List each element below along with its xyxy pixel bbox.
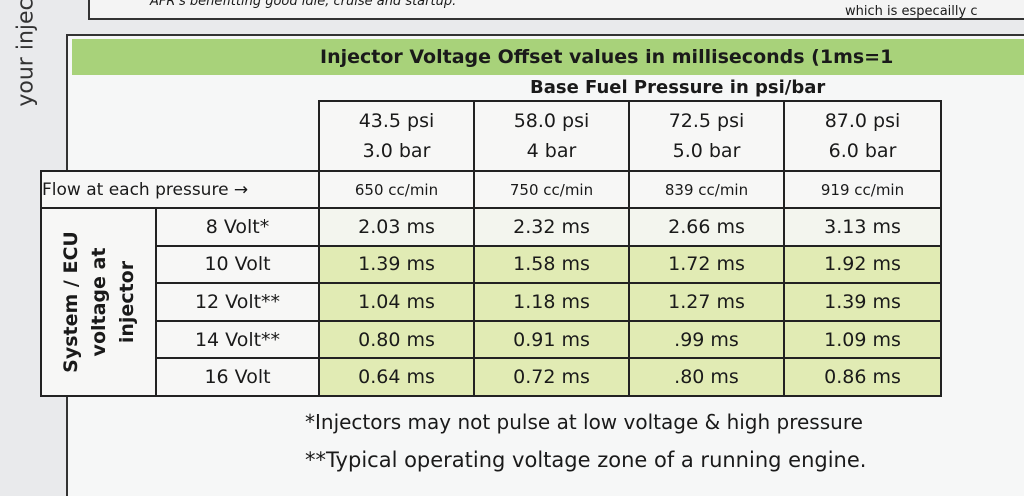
row-label: 12 Volt**: [155, 282, 320, 322]
top-box: [88, 0, 1024, 20]
column-header-text: 3.0 bar: [362, 140, 431, 162]
value-cell: 1.92 ms: [783, 244, 942, 285]
flow-cell-text: 919 cc/min: [820, 180, 905, 199]
top-note-left: AFR's benefitting good idle, cruise and …: [150, 0, 457, 9]
value-cell: 2.32 ms: [473, 207, 630, 247]
value-cell-text: 1.39 ms: [824, 290, 901, 313]
page: AFR's benefitting good idle, cruise and …: [13, 0, 1024, 496]
value-cell-text: 1.92 ms: [824, 253, 901, 276]
column-header: 72.5 psi 5.0 bar: [628, 100, 785, 172]
value-cell: 1.09 ms: [783, 319, 942, 360]
value-cell-text: 1.04 ms: [358, 290, 435, 313]
column-header-text: 5.0 bar: [672, 140, 741, 162]
top-note-right: which is especailly c: [845, 4, 978, 19]
value-cell-text: 2.32 ms: [513, 215, 590, 238]
value-cell-text: 1.39 ms: [358, 253, 435, 276]
row-label-text: 14 Volt**: [194, 328, 281, 351]
flow-cell-text: 650 cc/min: [354, 180, 439, 199]
value-cell: 3.13 ms: [783, 207, 942, 247]
row-label-text: 8 Volt*: [205, 215, 270, 238]
row-label: 10 Volt: [155, 244, 320, 285]
value-cell-text: 3.13 ms: [824, 215, 901, 238]
value-cell-text: 0.86 ms: [824, 366, 901, 389]
row-label: 8 Volt*: [155, 207, 320, 247]
column-header-text: 58.0 psi: [513, 110, 590, 132]
value-cell: 1.27 ms: [628, 282, 785, 322]
value-cell: 1.18 ms: [473, 282, 630, 322]
row-group-line: injector: [115, 260, 138, 344]
row-group-line: System / ECU: [59, 231, 82, 373]
row-group: System / ECU voltage at injector: [40, 207, 157, 397]
value-cell: 1.04 ms: [318, 282, 475, 322]
column-header-text: 87.0 psi: [824, 110, 901, 132]
column-header-text: 4 bar: [526, 140, 577, 162]
value-cell: 0.91 ms: [473, 319, 630, 360]
row-label: 14 Volt**: [155, 319, 320, 360]
header-band: [72, 39, 1024, 75]
row-label-text: 12 Volt**: [194, 290, 281, 313]
flow-cell: 919 cc/min: [783, 170, 942, 209]
value-cell: 2.66 ms: [628, 207, 785, 247]
value-cell: 1.72 ms: [628, 244, 785, 285]
column-header-text: 6.0 bar: [828, 140, 897, 162]
value-cell-text: 1.09 ms: [824, 328, 901, 351]
side-text: your injec: [13, 0, 39, 107]
value-cell: 1.39 ms: [783, 282, 942, 322]
subtitle: Base Fuel Pressure in psi/bar: [530, 77, 826, 98]
flow-label-text: Flow at each pressure →: [42, 179, 249, 200]
value-cell: 0.80 ms: [318, 319, 475, 360]
row-label-text: 16 Volt: [204, 366, 271, 389]
value-cell: 1.39 ms: [318, 244, 475, 285]
flow-cell-text: 750 cc/min: [509, 180, 594, 199]
note: **Typical operating voltage zone of a ru…: [305, 448, 867, 472]
value-cell-text: .80 ms: [674, 366, 739, 389]
value-cell-text: 1.72 ms: [668, 253, 745, 276]
flow-label: Flow at each pressure →: [40, 170, 320, 209]
column-header: 87.0 psi 6.0 bar: [783, 100, 942, 172]
row-group-line: voltage at: [87, 247, 110, 357]
value-cell-text: 2.66 ms: [668, 215, 745, 238]
value-cell-text: 1.27 ms: [668, 290, 745, 313]
column-header: 58.0 psi 4 bar: [473, 100, 630, 172]
value-cell: .80 ms: [628, 357, 785, 397]
value-cell-text: 1.58 ms: [513, 253, 590, 276]
column-header-text: 72.5 psi: [668, 110, 745, 132]
value-cell-text: 2.03 ms: [358, 215, 435, 238]
value-cell-text: 0.72 ms: [513, 366, 590, 389]
value-cell: .99 ms: [628, 319, 785, 360]
note: *Injectors may not pulse at low voltage …: [305, 410, 863, 434]
value-cell-text: 0.64 ms: [358, 366, 435, 389]
value-cell: 2.03 ms: [318, 207, 475, 247]
row-label-text: 10 Volt: [204, 253, 271, 276]
value-cell: 1.58 ms: [473, 244, 630, 285]
value-cell: 0.72 ms: [473, 357, 630, 397]
flow-cell: 750 cc/min: [473, 170, 630, 209]
value-cell: 0.64 ms: [318, 357, 475, 397]
flow-cell: 839 cc/min: [628, 170, 785, 209]
flow-cell-text: 839 cc/min: [664, 180, 749, 199]
column-header: 43.5 psi 3.0 bar: [318, 100, 475, 172]
value-cell-text: 0.80 ms: [358, 328, 435, 351]
column-header-text: 43.5 psi: [358, 110, 435, 132]
value-cell-text: 1.18 ms: [513, 290, 590, 313]
row-label: 16 Volt: [155, 357, 320, 397]
flow-cell: 650 cc/min: [318, 170, 475, 209]
value-cell: 0.86 ms: [783, 357, 942, 397]
value-cell-text: .99 ms: [674, 328, 739, 351]
title: Injector Voltage Offset values in millis…: [320, 46, 894, 68]
value-cell-text: 0.91 ms: [513, 328, 590, 351]
row-group-label: System / ECU voltage at injector: [57, 231, 141, 373]
